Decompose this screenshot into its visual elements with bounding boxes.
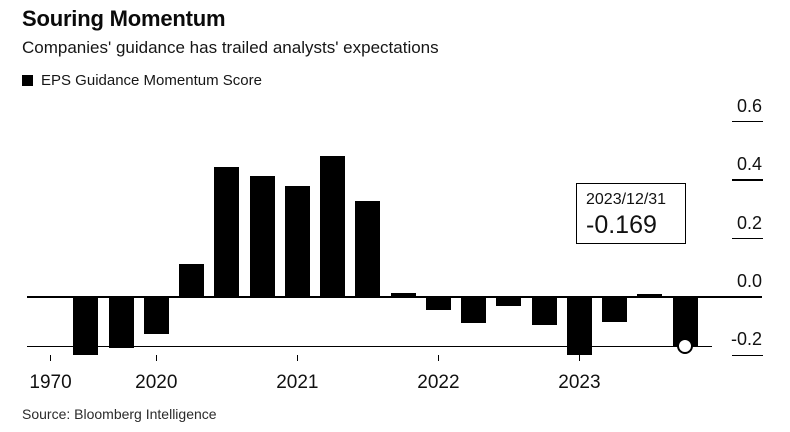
x-tick-line	[155, 355, 158, 361]
y-tick-line	[732, 120, 763, 123]
bar	[108, 297, 134, 349]
y-tick-label: 0.4	[736, 154, 762, 175]
x-tick-label: 2020	[135, 372, 178, 393]
x-tick-label: 2022	[417, 372, 460, 393]
bar	[602, 297, 628, 322]
bar	[637, 294, 663, 297]
x-tick-label: 2023	[558, 372, 601, 393]
legend-swatch-icon	[22, 75, 33, 86]
y-tick-line	[732, 237, 763, 240]
x-tick-line	[578, 355, 581, 361]
source-note: Source: Bloomberg Intelligence	[22, 406, 217, 422]
last-value-callout: 2023/12/31 -0.169	[576, 183, 686, 244]
bar	[284, 185, 310, 297]
x-tick-label: 2021	[276, 372, 319, 393]
bar	[179, 264, 205, 297]
x-tick-line	[437, 355, 440, 361]
y-tick-line	[732, 354, 763, 357]
bar	[320, 155, 346, 297]
bar	[249, 175, 275, 297]
y-tick-label: 0.0	[736, 271, 762, 291]
x-tick-line	[296, 355, 299, 361]
legend: EPS Guidance Momentum Score	[22, 72, 262, 89]
bar	[566, 297, 592, 355]
chart-subtitle: Companies' guidance has trailed analysts…	[22, 38, 439, 57]
bar	[425, 297, 451, 310]
x-tick-line	[49, 355, 52, 361]
x-tick-label: 1970	[29, 372, 72, 393]
bar	[214, 167, 240, 297]
callout-value: -0.169	[586, 211, 657, 239]
last-value-line	[27, 345, 712, 348]
bar	[496, 297, 522, 307]
bar	[355, 201, 381, 297]
legend-series-label: EPS Guidance Momentum Score	[41, 72, 262, 89]
bar	[531, 297, 557, 325]
bar	[461, 297, 487, 324]
bar	[143, 297, 169, 334]
callout-date: 2023/12/31	[586, 191, 667, 208]
y-tick-label: -0.2	[730, 329, 762, 350]
zero-line	[27, 296, 762, 298]
y-tick-label: 0.2	[736, 212, 762, 233]
chart-title: Souring Momentum	[22, 6, 226, 31]
y-tick-line	[732, 179, 763, 181]
y-tick-label: 0.6	[736, 95, 762, 116]
bar	[390, 293, 416, 297]
bar	[672, 297, 698, 347]
last-point-marker	[677, 338, 694, 355]
